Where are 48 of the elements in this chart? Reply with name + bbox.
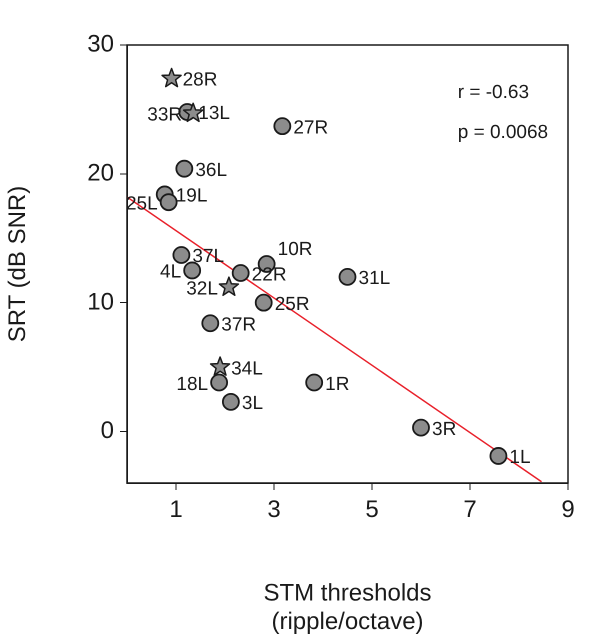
annotation: 10R xyxy=(278,239,313,260)
annotation: 34L xyxy=(231,358,263,380)
annotation: 31L xyxy=(358,268,390,290)
x-tick-label: 3 xyxy=(267,496,281,524)
x-tick-label: 5 xyxy=(365,496,379,524)
point xyxy=(222,392,240,411)
point xyxy=(232,264,250,282)
y-tick-label: 20 xyxy=(87,159,114,186)
annotation: 4L xyxy=(160,262,182,283)
annotation: r = -0.63 xyxy=(458,82,530,104)
y-tick-label: 0 xyxy=(100,417,114,444)
x-tick-label: 9 xyxy=(561,496,575,524)
annotation: 33R xyxy=(147,104,182,126)
annotation: 22R xyxy=(252,264,287,286)
annotation: p = 0.0068 xyxy=(458,122,548,144)
annotation: 3L xyxy=(242,393,264,414)
annotation: 28R xyxy=(182,70,218,91)
point xyxy=(175,160,194,178)
point xyxy=(210,356,230,376)
annotation: 18L xyxy=(176,374,208,395)
point xyxy=(338,268,356,286)
point xyxy=(218,276,240,296)
annotation: 1L xyxy=(509,447,531,468)
point xyxy=(160,193,178,212)
annotation: 1R xyxy=(325,374,350,395)
annotation: 13L xyxy=(198,103,230,124)
point xyxy=(183,262,202,280)
point xyxy=(172,246,190,264)
y-axis-title: SRT (dB SNR) xyxy=(4,186,32,342)
point xyxy=(273,117,292,136)
point xyxy=(412,418,430,437)
annotation: 19L xyxy=(176,186,208,207)
annotation: 32L xyxy=(186,278,218,300)
y-tick-label: 30 xyxy=(87,30,114,58)
annotation: 27R xyxy=(293,117,328,138)
point xyxy=(305,374,324,392)
y-tick-label: 10 xyxy=(87,288,114,316)
point xyxy=(161,68,182,88)
x-axis-title: STM thresholds (ripple/octave) xyxy=(263,579,432,636)
point xyxy=(490,447,508,465)
x-tick-label: 7 xyxy=(463,496,477,524)
x-tick-label: 1 xyxy=(169,496,183,524)
annotation: 37R xyxy=(221,314,256,336)
point xyxy=(254,294,273,312)
annotation: 3R xyxy=(432,418,456,440)
point xyxy=(210,374,228,392)
point xyxy=(201,314,220,332)
annotation: 36L xyxy=(195,160,228,181)
